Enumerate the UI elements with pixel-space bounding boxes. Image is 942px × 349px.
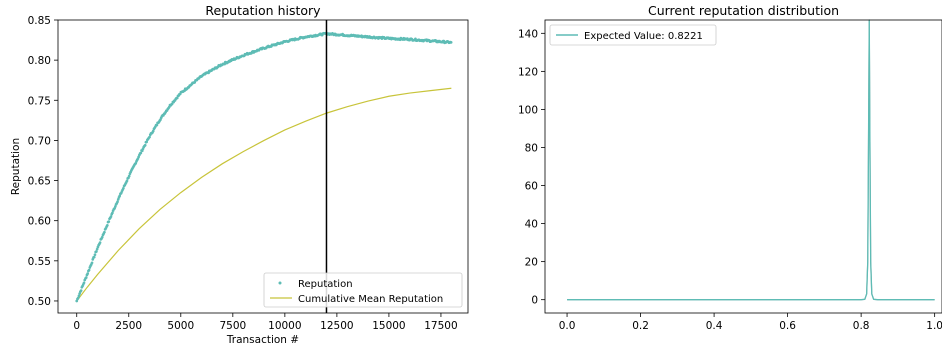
y-tick-label: 0	[531, 295, 538, 307]
reputation-point	[125, 179, 129, 183]
reputation-point	[109, 215, 113, 218]
reputation-history-chart: Reputation history Reputation Transactio…	[10, 3, 469, 346]
axes-frame	[57, 19, 469, 314]
x-tick-label: 1.0	[926, 320, 942, 332]
reputation-point	[127, 174, 131, 178]
legend: Reputation Cumulative Mean Reputation	[263, 272, 463, 308]
y-axis-label: Reputation	[10, 138, 22, 195]
y-axis-ticks: 0 20 40 60 80 100 120 140	[518, 28, 545, 307]
legend-label-expected-value: Expected Value: 0.8221	[584, 31, 703, 42]
x-tick-label: 10000	[268, 320, 301, 332]
reputation-point	[113, 205, 117, 208]
x-axis-label: Transaction #	[226, 334, 299, 346]
y-tick-label: 0.85	[28, 15, 51, 27]
series-reputation	[75, 31, 453, 303]
reputation-point	[90, 261, 94, 265]
reputation-point	[93, 253, 97, 257]
x-tick-label: 0.8	[853, 320, 870, 332]
x-tick-label: 5000	[167, 320, 194, 332]
reputation-point	[145, 140, 149, 144]
x-tick-label: 7500	[219, 320, 246, 332]
reputation-point	[95, 250, 98, 253]
legend-label-cumulative-mean: Cumulative Mean Reputation	[298, 294, 443, 305]
x-tick-label: 15000	[372, 320, 405, 332]
reputation-point	[111, 211, 114, 215]
y-tick-label: 0.75	[28, 95, 51, 107]
reputation-point	[107, 220, 111, 223]
distribution-baseline	[567, 19, 935, 301]
x-axis-ticks: 0 2500 5000 7500 10000 12500 15000 17500	[73, 313, 458, 332]
y-tick-label: 0.50	[28, 296, 51, 308]
reputation-point	[143, 143, 147, 147]
reputation-point	[84, 276, 88, 279]
reputation-point	[151, 129, 155, 133]
x-tick-label: 12500	[320, 320, 353, 332]
reputation-point	[449, 41, 453, 44]
reputation-point	[118, 194, 122, 198]
x-tick-label: 17500	[424, 320, 457, 332]
x-tick-label: 2500	[115, 320, 142, 332]
plot-series	[567, 19, 935, 301]
reputation-point	[87, 268, 91, 272]
series-line-distribution	[567, 19, 935, 301]
reputation-point	[155, 123, 159, 127]
y-axis-ticks: 0.50 0.55 0.60 0.65 0.70 0.75 0.80 0.85	[28, 15, 58, 308]
reputation-point	[82, 281, 86, 285]
legend-box	[263, 272, 463, 308]
reputation-point	[98, 241, 102, 244]
x-tick-label: 0	[73, 320, 80, 332]
y-tick-label: 140	[518, 28, 538, 40]
reputation-point	[116, 198, 120, 201]
legend-label-reputation: Reputation	[298, 279, 353, 290]
legend-marker-reputation	[278, 281, 282, 285]
chart-title: Reputation history	[205, 3, 321, 18]
reputation-point	[92, 255, 96, 259]
reputation-point	[105, 223, 109, 227]
y-tick-label: 0.80	[28, 55, 51, 67]
y-tick-label: 0.70	[28, 135, 51, 147]
reputation-point	[122, 186, 125, 190]
x-tick-label: 0.4	[706, 320, 723, 332]
y-tick-label: 0.60	[28, 216, 51, 228]
y-tick-label: 120	[518, 66, 538, 78]
plot-series	[75, 31, 453, 303]
y-tick-label: 40	[525, 219, 538, 231]
x-tick-label: 0.0	[559, 320, 576, 332]
reputation-point	[77, 294, 81, 298]
reputation-point	[103, 230, 106, 234]
reputation-point	[79, 289, 83, 292]
reputation-point	[86, 272, 90, 275]
reputation-point	[175, 96, 179, 100]
x-tick-label: 0.6	[779, 320, 796, 332]
reputation-point	[148, 135, 151, 139]
y-tick-label: 60	[525, 181, 538, 193]
reputation-point	[76, 296, 80, 300]
axes-frame	[544, 19, 942, 314]
reputation-point	[95, 247, 99, 251]
x-axis-ticks: 0.0 0.2 0.4 0.6 0.8 1.0	[559, 313, 942, 332]
reputation-distribution-chart: Current reputation distribution 0.0 0.2 0.…	[518, 3, 942, 332]
legend-box	[549, 24, 717, 46]
series-line-cumulative-mean	[76, 87, 452, 302]
reputation-point	[139, 151, 143, 155]
legend: Expected Value: 0.8221	[549, 24, 717, 46]
y-tick-label: 100	[518, 104, 538, 116]
x-tick-label: 0.2	[632, 320, 649, 332]
y-tick-label: 20	[525, 257, 538, 269]
reputation-point	[116, 200, 119, 204]
chart-title: Current reputation distribution	[648, 3, 839, 18]
y-tick-label: 0.65	[28, 176, 51, 188]
reputation-point	[100, 235, 104, 239]
y-tick-label: 0.55	[28, 256, 51, 268]
y-tick-label: 80	[525, 142, 538, 154]
